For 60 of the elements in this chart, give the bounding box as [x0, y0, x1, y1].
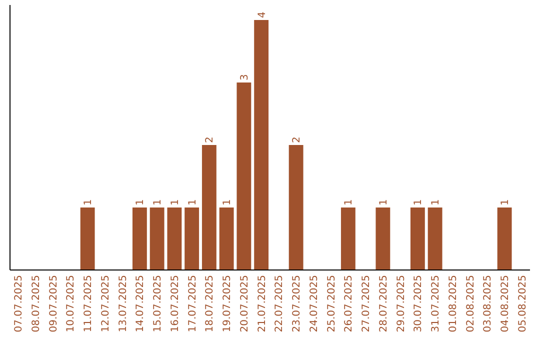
data-label: 1	[83, 199, 94, 206]
bar	[428, 208, 442, 270]
x-tick-label: 04.08.2025	[500, 275, 512, 332]
data-label: 1	[413, 199, 424, 206]
x-tick-label: 25.07.2025	[326, 275, 338, 332]
data-label: 1	[344, 199, 355, 206]
bar	[254, 20, 269, 270]
x-tick-label: 02.08.2025	[465, 275, 476, 332]
data-label: 3	[239, 74, 250, 80]
x-tick-label: 31.07.2025	[430, 275, 442, 332]
x-tick-label: 21.07.2025	[256, 275, 268, 332]
x-tick-label: 16.07.2025	[170, 275, 181, 332]
x-tick-label: 03.08.2025	[482, 275, 494, 332]
x-tick-label: 15.07.2025	[152, 275, 164, 332]
bar	[288, 145, 304, 270]
x-tick-label: 01.08.2025	[448, 275, 459, 332]
data-label: 4	[256, 12, 268, 18]
x-tick-label: 07.07.2025	[14, 275, 25, 332]
x-tick-label: 09.07.2025	[48, 275, 60, 332]
x-tick-label: 18.07.2025	[204, 275, 216, 332]
bar	[167, 208, 182, 270]
bar	[132, 208, 147, 270]
data-label: 2	[204, 136, 216, 143]
bar	[150, 208, 164, 270]
x-tick-label: 24.07.2025	[308, 275, 320, 332]
x-tick-label: 05.08.2025	[517, 275, 528, 332]
data-label: 1	[170, 199, 181, 206]
x-tick-label: 19.07.2025	[222, 275, 234, 332]
x-tick-label: 10.07.2025	[66, 275, 77, 332]
data-label: 1	[430, 199, 442, 206]
data-label: 1	[500, 199, 512, 206]
bar	[410, 208, 425, 270]
x-tick-label: 17.07.2025	[187, 275, 198, 332]
data-label: 1	[378, 199, 390, 206]
x-tick-label: 20.07.2025	[239, 275, 250, 332]
x-tick-label: 14.07.2025	[135, 275, 146, 332]
x-tick-label: 30.07.2025	[413, 275, 424, 332]
bar	[80, 208, 95, 270]
x-tick-label: 08.07.2025	[30, 275, 42, 332]
bar	[219, 208, 234, 270]
data-label: 1	[152, 199, 164, 206]
x-tick-label: 28.07.2025	[378, 275, 390, 332]
x-tick-label: 22.07.2025	[274, 275, 286, 332]
x-tick-label: 26.07.2025	[344, 275, 355, 332]
x-tick-label: 12.07.2025	[100, 275, 112, 332]
x-tick-label: 13.07.2025	[118, 275, 129, 332]
data-label: 1	[135, 199, 146, 206]
data-label: 1	[222, 199, 234, 206]
bar	[236, 82, 252, 270]
x-tick-label: 23.07.2025	[292, 275, 303, 332]
x-tick-label: 29.07.2025	[396, 275, 407, 332]
bar	[184, 208, 200, 270]
x-tick-label: 27.07.2025	[361, 275, 372, 332]
data-label: 1	[187, 199, 198, 206]
x-tick-label: 11.07.2025	[83, 275, 94, 332]
bar	[202, 145, 216, 270]
bar	[376, 208, 390, 270]
bar	[340, 208, 356, 270]
data-label: 2	[292, 136, 303, 143]
bar	[497, 208, 512, 270]
